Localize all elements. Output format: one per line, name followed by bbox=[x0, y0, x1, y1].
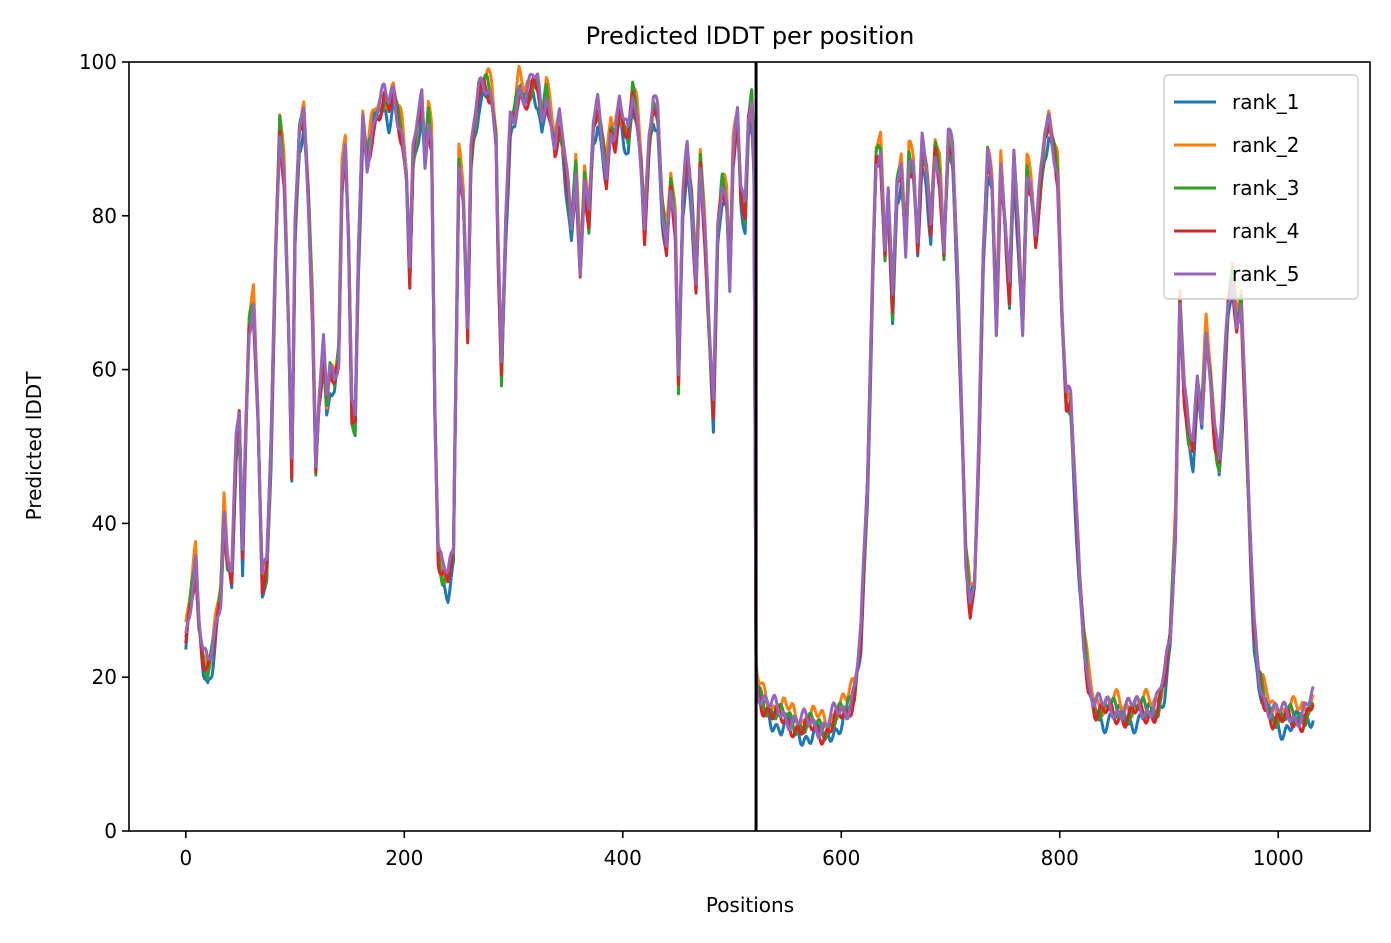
x-axis-label: Positions bbox=[706, 893, 794, 917]
y-tick-label: 80 bbox=[92, 204, 117, 228]
y-tick-label: 40 bbox=[92, 511, 117, 535]
x-tick-label: 0 bbox=[179, 846, 192, 870]
series-line-rank-5 bbox=[184, 72, 1315, 739]
y-tick-label: 0 bbox=[104, 819, 117, 843]
x-tick-label: 1000 bbox=[1253, 846, 1304, 870]
legend-label-rank-1: rank_1 bbox=[1232, 90, 1299, 114]
legend: rank_1 rank_2 rank_3 rank_4 rank_5 bbox=[1163, 74, 1359, 300]
x-tick-label: 800 bbox=[1041, 846, 1079, 870]
y-tick-label: 100 bbox=[79, 50, 117, 74]
y-tick-label: 60 bbox=[92, 358, 117, 382]
legend-label-rank-4: rank_4 bbox=[1232, 219, 1299, 243]
x-tick-label: 600 bbox=[822, 846, 860, 870]
axis-ticks: 0 200 400 600 800 1000 0 20 40 60 80 100 bbox=[79, 50, 1304, 870]
plot-area bbox=[184, 62, 1315, 831]
legend-label-rank-5: rank_5 bbox=[1232, 262, 1299, 286]
plot-frame bbox=[128, 61, 1371, 832]
x-tick-label: 200 bbox=[385, 846, 423, 870]
legend-box bbox=[1163, 74, 1359, 300]
legend-label-rank-3: rank_3 bbox=[1232, 176, 1299, 200]
chart-title: Predicted lDDT per position bbox=[586, 22, 915, 50]
legend-label-rank-2: rank_2 bbox=[1232, 133, 1299, 157]
x-tick-label: 400 bbox=[604, 846, 642, 870]
y-tick-label: 20 bbox=[92, 665, 117, 689]
y-axis-label: Predicted lDDT bbox=[22, 371, 46, 521]
series-lines bbox=[184, 64, 1315, 747]
